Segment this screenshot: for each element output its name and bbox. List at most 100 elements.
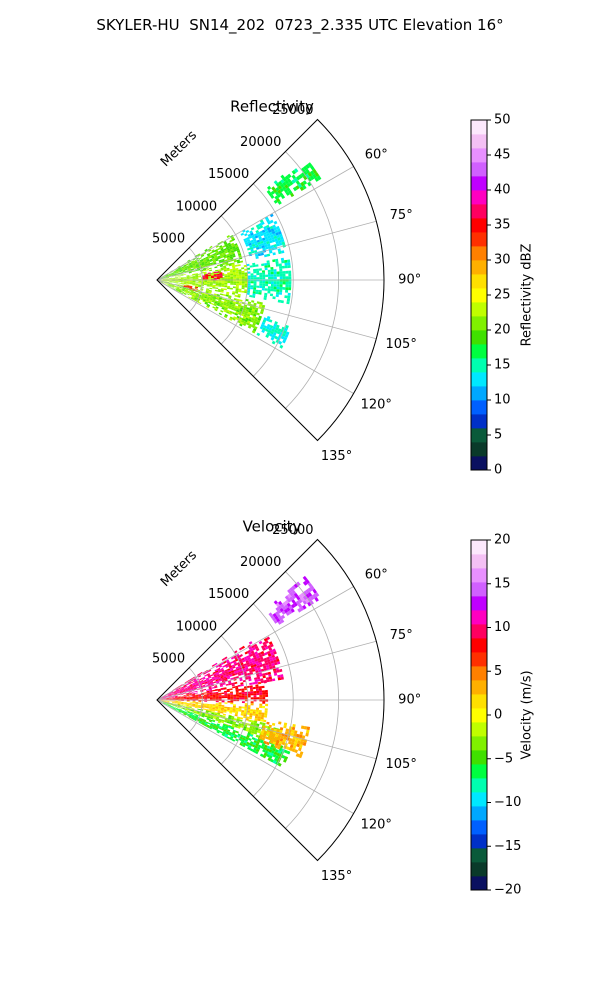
data-cell (213, 724, 217, 728)
data-cell (206, 693, 210, 695)
data-cell (215, 287, 219, 289)
data-cell (220, 310, 224, 313)
data-cell (173, 708, 176, 710)
data-cell (229, 688, 233, 691)
data-cell (194, 288, 198, 290)
data-cell (244, 268, 248, 271)
data-cell (251, 737, 256, 741)
data-cell (219, 293, 224, 296)
data-cell (216, 275, 220, 277)
data-cell (172, 277, 176, 279)
data-cell (227, 276, 231, 279)
data-cell (232, 246, 236, 249)
data-cell (202, 685, 206, 688)
data-cell (202, 677, 206, 680)
data-cell (287, 295, 291, 299)
data-cell (192, 284, 196, 286)
data-cell (163, 280, 167, 282)
data-cell (186, 693, 190, 695)
data-cell (235, 271, 239, 274)
data-cell (247, 705, 251, 708)
data-cell (211, 720, 215, 723)
data-cell (230, 656, 235, 660)
data-cell (183, 684, 187, 687)
data-cell (267, 185, 272, 190)
data-cell (170, 706, 174, 708)
data-cell (230, 242, 235, 246)
data-cell (169, 281, 173, 283)
colorbar-segment (471, 624, 487, 639)
data-cell (264, 660, 268, 664)
data-cell (205, 711, 209, 714)
data-cell (208, 686, 212, 689)
data-cell (173, 270, 176, 272)
data-cell (183, 265, 187, 268)
data-cell (197, 706, 201, 708)
data-cell (168, 693, 171, 695)
data-cell (233, 696, 237, 698)
data-cell (189, 697, 193, 699)
data-cell (166, 700, 170, 702)
data-cell (203, 679, 207, 682)
data-cell (251, 330, 256, 334)
data-cell (265, 748, 270, 752)
data-cell (263, 680, 267, 684)
data-cell (224, 702, 228, 704)
data-cell (217, 256, 221, 260)
data-region (258, 721, 311, 759)
data-cell (190, 679, 194, 682)
data-cell (269, 231, 273, 236)
plot-frame (156, 538, 385, 862)
colorbar-segment (471, 246, 487, 261)
data-cell (264, 652, 268, 656)
data-cell (258, 243, 262, 247)
data-cell (195, 285, 198, 287)
data-cell (253, 268, 257, 272)
azimuth-tick-label: 90° (398, 693, 421, 708)
data-cell (302, 595, 308, 601)
data-cell (230, 661, 234, 664)
data-cell (291, 594, 296, 600)
data-cell (224, 690, 227, 693)
data-cell (243, 715, 247, 719)
data-cell (273, 751, 278, 756)
data-cell (217, 711, 221, 713)
data-cell (230, 307, 234, 311)
data-cell (278, 239, 282, 244)
data-cell (170, 707, 174, 709)
data-cell (219, 714, 223, 717)
data-cell (206, 703, 210, 706)
data-cell (242, 280, 245, 282)
data-cell (231, 244, 235, 248)
data-cell (275, 656, 279, 660)
data-cell (186, 713, 190, 716)
data-cell (228, 665, 233, 669)
data-cell (186, 285, 190, 288)
colorbar-segment (471, 764, 487, 779)
data-cell (219, 253, 223, 256)
data-cell (290, 732, 294, 736)
data-cell (195, 702, 199, 704)
data-region (246, 257, 292, 305)
data-cell (243, 740, 248, 744)
data-cell (171, 285, 175, 287)
data-cell (209, 707, 213, 709)
data-cell (195, 698, 199, 699)
data-cell (193, 687, 197, 690)
data-cell (174, 687, 178, 690)
data-cell (268, 327, 273, 331)
data-cell (163, 279, 167, 280)
data-cell (298, 594, 303, 599)
data-cell (248, 316, 253, 320)
data-cell (276, 286, 280, 290)
data-cell (223, 301, 227, 305)
data-cell (270, 228, 275, 232)
data-cell (203, 297, 207, 300)
data-cell (269, 649, 274, 654)
data-cell (189, 684, 193, 687)
data-cell (212, 725, 216, 729)
data-cell (174, 285, 177, 287)
data-cell (207, 697, 211, 699)
data-cell (261, 730, 265, 734)
data-cell (175, 701, 179, 702)
